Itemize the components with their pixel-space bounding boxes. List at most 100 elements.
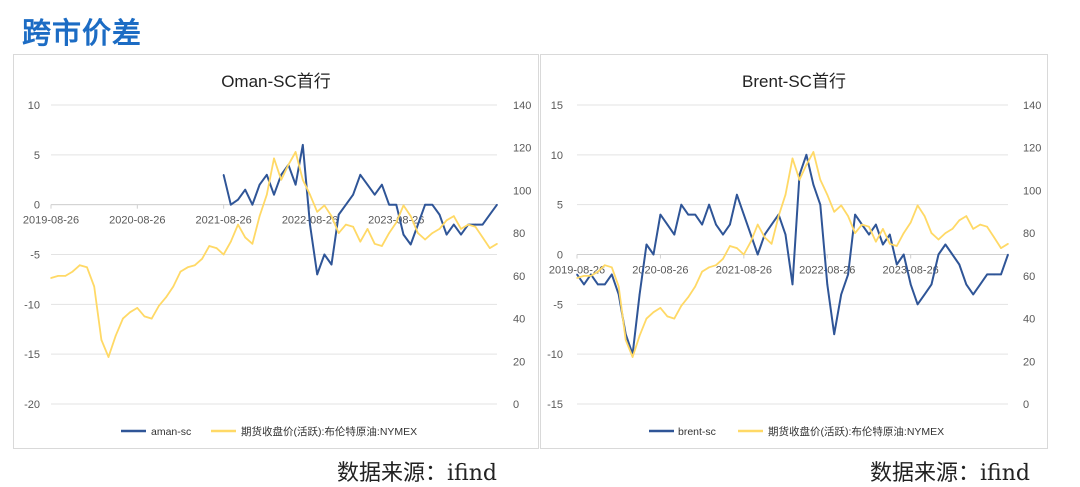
data-point [826, 283, 829, 286]
data-point [489, 247, 491, 249]
data-point [496, 243, 498, 245]
data-point [280, 173, 282, 176]
data-point [576, 277, 578, 279]
data-point [840, 293, 842, 296]
data-point [453, 223, 455, 226]
data-point [294, 151, 297, 153]
data-point [694, 285, 696, 288]
data-point [417, 232, 419, 234]
data-point [868, 233, 870, 236]
y-left-tick-label: -15 [547, 399, 563, 411]
data-point [273, 157, 275, 160]
data-point [791, 283, 794, 286]
data-point [266, 193, 268, 196]
y-right-tick-label: 0 [513, 399, 519, 411]
data-point [916, 204, 919, 207]
y-left-tick-label: -10 [547, 349, 563, 361]
data-point [604, 283, 606, 286]
data-point [194, 264, 196, 266]
data-point [604, 264, 606, 266]
page-title: 跨市价差 [22, 16, 143, 50]
y-right-tick-label: 120 [513, 143, 531, 155]
data-point [71, 270, 74, 273]
data-point [659, 307, 662, 309]
data-point [736, 193, 738, 196]
data-point [743, 253, 745, 256]
data-point [373, 243, 376, 245]
y-left-tick-label: -10 [24, 299, 40, 311]
data-point [986, 225, 988, 228]
data-point [266, 173, 268, 176]
x-tick-label: 2023-08-26 [883, 265, 939, 277]
data-point [222, 253, 225, 256]
data-point [251, 243, 254, 245]
data-point [826, 193, 829, 196]
data-point [438, 228, 441, 230]
data-point [777, 215, 780, 217]
oman-sc-chart: Oman-SC首行 10 5 0 -5 -10 -15 -20 140 120 100 80 60 40 2… [23, 72, 532, 438]
data-point [453, 215, 455, 217]
data-point [287, 164, 290, 166]
data-point [722, 257, 724, 260]
data-point [882, 243, 884, 246]
data-point [798, 173, 801, 176]
data-point [395, 203, 398, 206]
data-point [237, 198, 239, 201]
data-point [86, 266, 88, 269]
y-right-tick-label: 100 [513, 185, 531, 197]
data-point [895, 263, 898, 266]
data-point [301, 144, 304, 146]
data-point [409, 215, 412, 217]
data-point [854, 232, 856, 234]
data-point [749, 240, 752, 243]
legend-label: brent-sc [678, 426, 716, 438]
data-point [136, 307, 139, 309]
data-point [481, 236, 484, 239]
data-source-right: 数据来源：ifind [870, 461, 1030, 486]
x-tick-label: 2021-08-26 [196, 215, 252, 227]
data-point [840, 204, 842, 207]
data-point [743, 213, 745, 216]
data-point [979, 283, 981, 286]
data-point [215, 247, 218, 249]
data-point [201, 257, 203, 260]
data-point [489, 213, 491, 216]
data-point [624, 339, 627, 341]
data-point [409, 243, 412, 246]
data-point [438, 213, 441, 216]
data-point [280, 178, 282, 181]
legend-label: 期货收盘价(活跃):布伦特原油:NYMEX [768, 425, 944, 438]
brent-sc-chart: Brent-SC首行 15 10 5 0 -5 -10 -15 140 120 100 80 60 40 2… [547, 72, 1041, 438]
data-point [273, 193, 275, 196]
data-point [805, 164, 808, 166]
data-point [460, 228, 462, 230]
x-tick-label: 2020-08-26 [109, 215, 165, 227]
data-point [937, 238, 940, 241]
data-point [847, 273, 849, 276]
data-point [708, 203, 710, 206]
data-point [1007, 243, 1009, 245]
data-point [158, 304, 160, 307]
data-point [882, 228, 884, 230]
data-point [395, 221, 398, 224]
legend-label: 期货收盘价(活跃):布伦特原油:NYMEX [241, 425, 417, 438]
data-point [345, 203, 347, 206]
data-point [316, 210, 318, 213]
data-point [388, 203, 390, 206]
data-point [337, 232, 340, 234]
data-point [875, 240, 877, 243]
data-point [617, 285, 620, 288]
data-point [230, 240, 232, 243]
data-point [701, 223, 703, 226]
data-point [694, 213, 696, 216]
data-point [172, 285, 175, 288]
data-point [965, 215, 968, 217]
data-point [610, 266, 613, 269]
data-point [798, 178, 801, 181]
brent-sc-chart-panel: Brent-SC首行 15 10 5 0 -5 -10 -15 140 120 100 80 60 40 2… [540, 54, 1048, 449]
data-point [638, 334, 641, 337]
data-point [610, 273, 613, 276]
data-point [763, 236, 766, 239]
data-point [645, 243, 648, 246]
data-point [715, 223, 717, 226]
